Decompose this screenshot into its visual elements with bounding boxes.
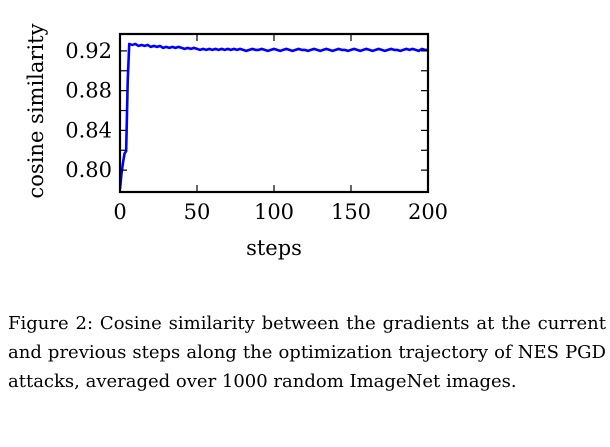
x-tick-label: 200 xyxy=(408,200,448,224)
x-tick-label: 100 xyxy=(254,200,294,224)
x-axis-label: steps xyxy=(246,236,302,260)
chart-axes: 0 50 100 150 200 0.80 0.84 0.88 0.92 steps cosine … xyxy=(24,23,448,260)
series-line-0 xyxy=(120,42,428,190)
line-chart: 0 50 100 150 200 0.80 0.84 0.88 0.92 steps cosine … xyxy=(24,23,448,260)
figure-caption: Figure 2: Cosine similarity between the … xyxy=(8,313,606,392)
x-tick-label: 50 xyxy=(184,200,211,224)
y-tick-label: 0.92 xyxy=(65,39,112,63)
y-axis-label: cosine similarity xyxy=(24,23,48,198)
y-tick-label: 0.84 xyxy=(65,118,112,142)
y-tick-label: 0.80 xyxy=(65,158,112,182)
x-tick-label: 0 xyxy=(113,200,126,224)
x-tick-label: 150 xyxy=(331,200,371,224)
plot-frame xyxy=(118,32,430,194)
y-tick-label: 0.88 xyxy=(65,79,112,103)
